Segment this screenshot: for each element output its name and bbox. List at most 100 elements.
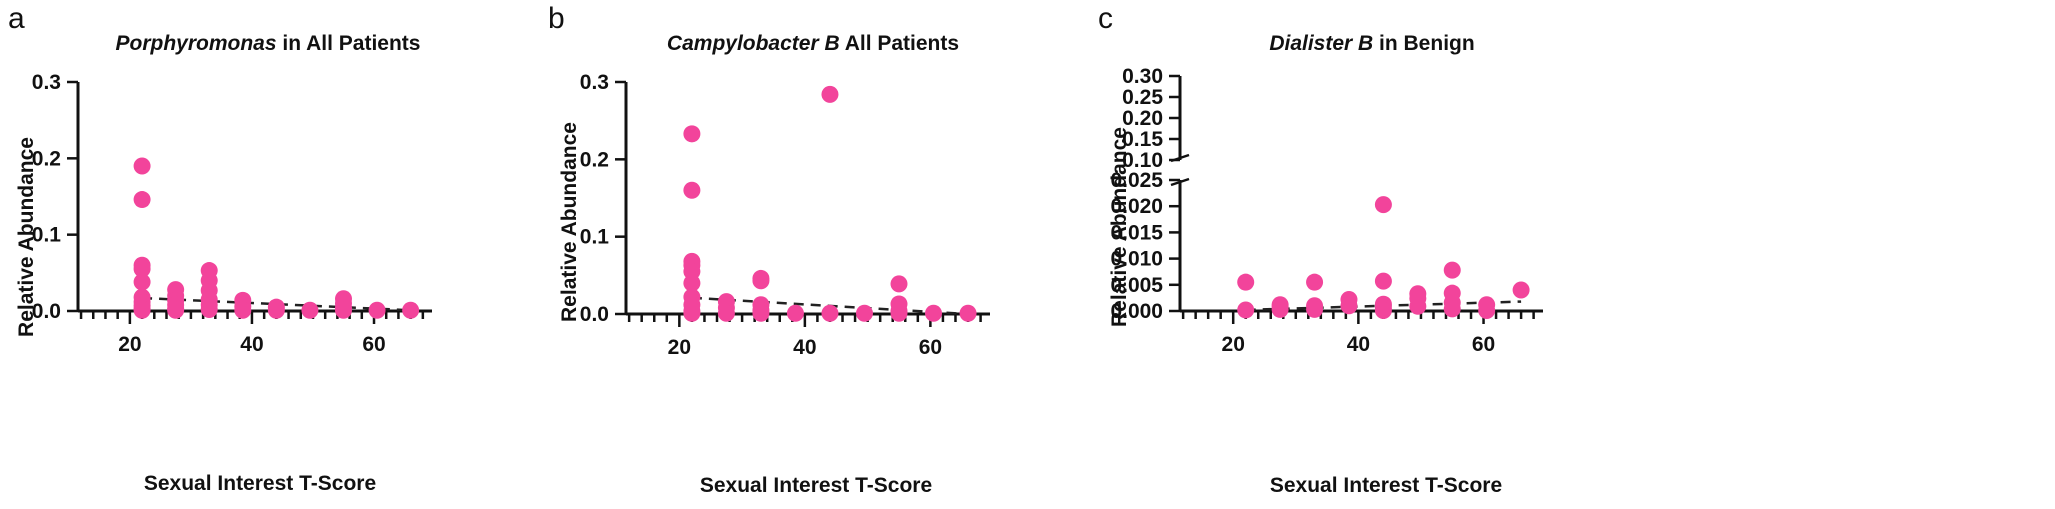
data-point [925, 304, 943, 322]
chart-title-b-italic: Campylobacter B [667, 32, 840, 55]
data-point [1374, 196, 1392, 214]
y-tick-label-lower: 0.020 [1110, 195, 1163, 218]
data-point [1340, 297, 1358, 315]
chart-title-c: Dialister B in Benign [1269, 32, 1474, 55]
y-tick-label: 0.2 [32, 147, 61, 170]
data-point [368, 301, 386, 319]
y-tick-label: 0.1 [32, 224, 62, 247]
axis-break-mark [1170, 177, 1190, 187]
panel-letter-c: c [1098, 2, 1113, 35]
axis-break-mark [1170, 153, 1190, 163]
data-point [1306, 273, 1324, 291]
data-point [683, 181, 701, 199]
y-tick-label-upper: 0.30 [1122, 65, 1163, 88]
x-tick-label: 60 [362, 333, 385, 356]
y-tick-label-lower: 0.025 [1110, 169, 1163, 192]
data-point [301, 301, 319, 319]
y-tick-label: 0.0 [32, 300, 61, 323]
y-axis-label-b: Relative Abundance [558, 122, 581, 322]
data-point [821, 85, 839, 103]
points-group-a [133, 157, 420, 319]
x-axis-label-a: Sexual Interest T-Score [144, 472, 376, 495]
data-point [133, 191, 151, 209]
chart-title-c-rest: in Benign [1373, 32, 1475, 55]
data-point [234, 301, 252, 319]
data-point [1443, 300, 1461, 318]
y-tick-label-lower: 0.000 [1110, 300, 1163, 323]
panel-letter-a: a [8, 2, 25, 35]
data-point [683, 274, 701, 292]
chart-title-b: Campylobacter B All Patients [667, 32, 959, 55]
data-point [335, 301, 352, 319]
data-point [752, 304, 770, 322]
x-tick-label: 60 [919, 336, 942, 359]
y-tick-label: 0.1 [580, 226, 610, 249]
panel-c: c Dialister B in Benign Relative Abundan… [1098, 2, 1543, 497]
x-tick-label: 20 [668, 336, 691, 359]
data-point [683, 125, 701, 143]
y-tick-label-upper: 0.20 [1122, 107, 1163, 130]
points-group-b [683, 85, 977, 322]
trend-group-a [142, 296, 411, 312]
x-tick-label: 20 [1222, 333, 1245, 356]
y-tick-label-upper: 0.10 [1122, 149, 1163, 172]
y-tick-label: 0.3 [32, 71, 61, 94]
data-point [133, 157, 151, 175]
data-point [855, 304, 873, 322]
data-point [752, 272, 770, 290]
y-tick-label-upper: 0.25 [1122, 86, 1163, 109]
data-point [717, 304, 735, 322]
data-point [133, 301, 151, 319]
panel-a: a Porphyromonas in All Patients Relative… [8, 2, 432, 495]
chart-title-a-rest: in All Patients [277, 32, 421, 55]
y-axis-label-a: Relative Abundance [15, 137, 38, 337]
chart-title-b-rest: All Patients [840, 32, 959, 55]
data-point [267, 301, 285, 319]
panel-letter-b: b [548, 2, 565, 35]
data-point [1443, 261, 1461, 279]
data-point [1374, 301, 1392, 319]
x-tick-label: 20 [118, 333, 141, 356]
data-point [890, 304, 908, 322]
data-point [683, 304, 701, 322]
data-point [167, 301, 185, 319]
y-tick-label: 0.2 [580, 148, 609, 171]
chart-title-a: Porphyromonas in All Patients [116, 32, 421, 55]
y-tick-label: 0.3 [580, 71, 609, 94]
chart-title-a-italic: Porphyromonas [116, 32, 277, 55]
data-point [200, 300, 218, 318]
data-point [1271, 300, 1289, 318]
x-tick-label: 40 [240, 333, 263, 356]
panel-b: b Campylobacter B All Patients Relative … [548, 2, 990, 497]
axes-c: 20 40 60 0.000 0.005 0.010 0.015 0.020 0.0250.10… [1110, 65, 1543, 356]
y-tick-label-lower: 0.005 [1110, 274, 1163, 297]
y-tick-label-upper: 0.15 [1122, 128, 1163, 151]
data-point [786, 304, 804, 322]
data-point [133, 273, 151, 291]
x-tick-label: 60 [1472, 333, 1495, 356]
data-point [821, 304, 839, 322]
y-tick-label-lower: 0.010 [1110, 248, 1163, 271]
data-point [1512, 281, 1530, 299]
trend-line [142, 296, 411, 312]
data-point [1237, 301, 1255, 319]
data-point [890, 275, 908, 293]
points-group-c [1237, 196, 1530, 319]
x-tick-label: 40 [1347, 333, 1370, 356]
y-axis-label-c: Relative Abundance [1108, 127, 1131, 327]
y-tick-label-lower: 0.015 [1110, 221, 1163, 244]
x-axis-label-b: Sexual Interest T-Score [700, 474, 932, 497]
data-point [1374, 272, 1392, 290]
y-tick-label: 0.0 [580, 303, 609, 326]
x-axis-label-c: Sexual Interest T-Score [1270, 474, 1502, 497]
x-tick-label: 40 [793, 336, 816, 359]
data-point [1306, 300, 1324, 318]
data-point [133, 260, 151, 278]
data-point [959, 304, 977, 322]
data-point [1478, 301, 1496, 319]
data-point [1409, 297, 1427, 315]
chart-title-c-italic: Dialister B [1269, 32, 1373, 55]
data-point [1237, 273, 1255, 291]
data-point [402, 301, 420, 319]
